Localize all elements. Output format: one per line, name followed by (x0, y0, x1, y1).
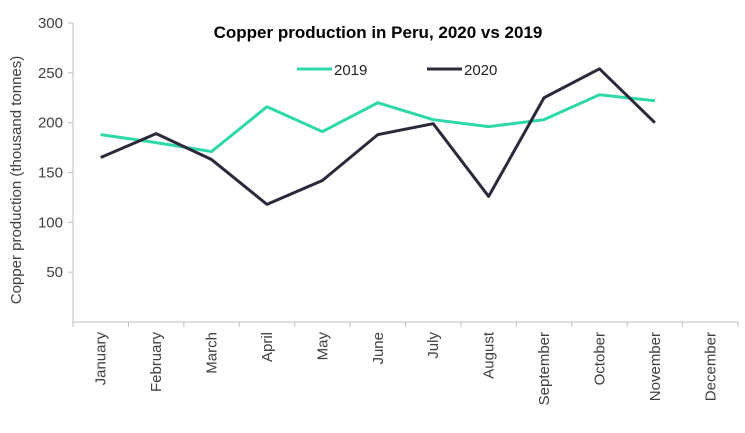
y-tick-label: 50 (46, 264, 63, 281)
x-tick-label: October (591, 332, 608, 385)
chart-title: Copper production in Peru, 2020 vs 2019 (214, 23, 543, 42)
legend-label-2019: 2019 (334, 62, 367, 79)
y-tick-label: 100 (38, 214, 63, 231)
x-tick-label: September (536, 332, 553, 405)
x-tick-label: June (370, 332, 387, 365)
x-tick-label: December (702, 332, 719, 401)
x-tick-label: March (204, 332, 221, 374)
legend-label-2020: 2020 (464, 62, 497, 79)
y-tick-label: 150 (38, 165, 63, 182)
x-tick-label: November (647, 332, 664, 401)
series-line-2019 (100, 93, 656, 154)
x-tick-label: July (425, 332, 442, 359)
x-tick-label: May (314, 332, 331, 361)
y-tick-label: 250 (38, 65, 63, 82)
x-tick-label: August (481, 331, 498, 379)
series-line-2020 (100, 67, 656, 206)
y-tick-label: 300 (38, 15, 63, 32)
y-axis-label: Copper production (thousand tonnes) (8, 56, 25, 305)
x-tick-label: February (148, 332, 165, 393)
y-tick-label: 200 (38, 115, 63, 132)
x-tick-label: April (259, 332, 276, 362)
x-tick-label: January (93, 332, 110, 386)
